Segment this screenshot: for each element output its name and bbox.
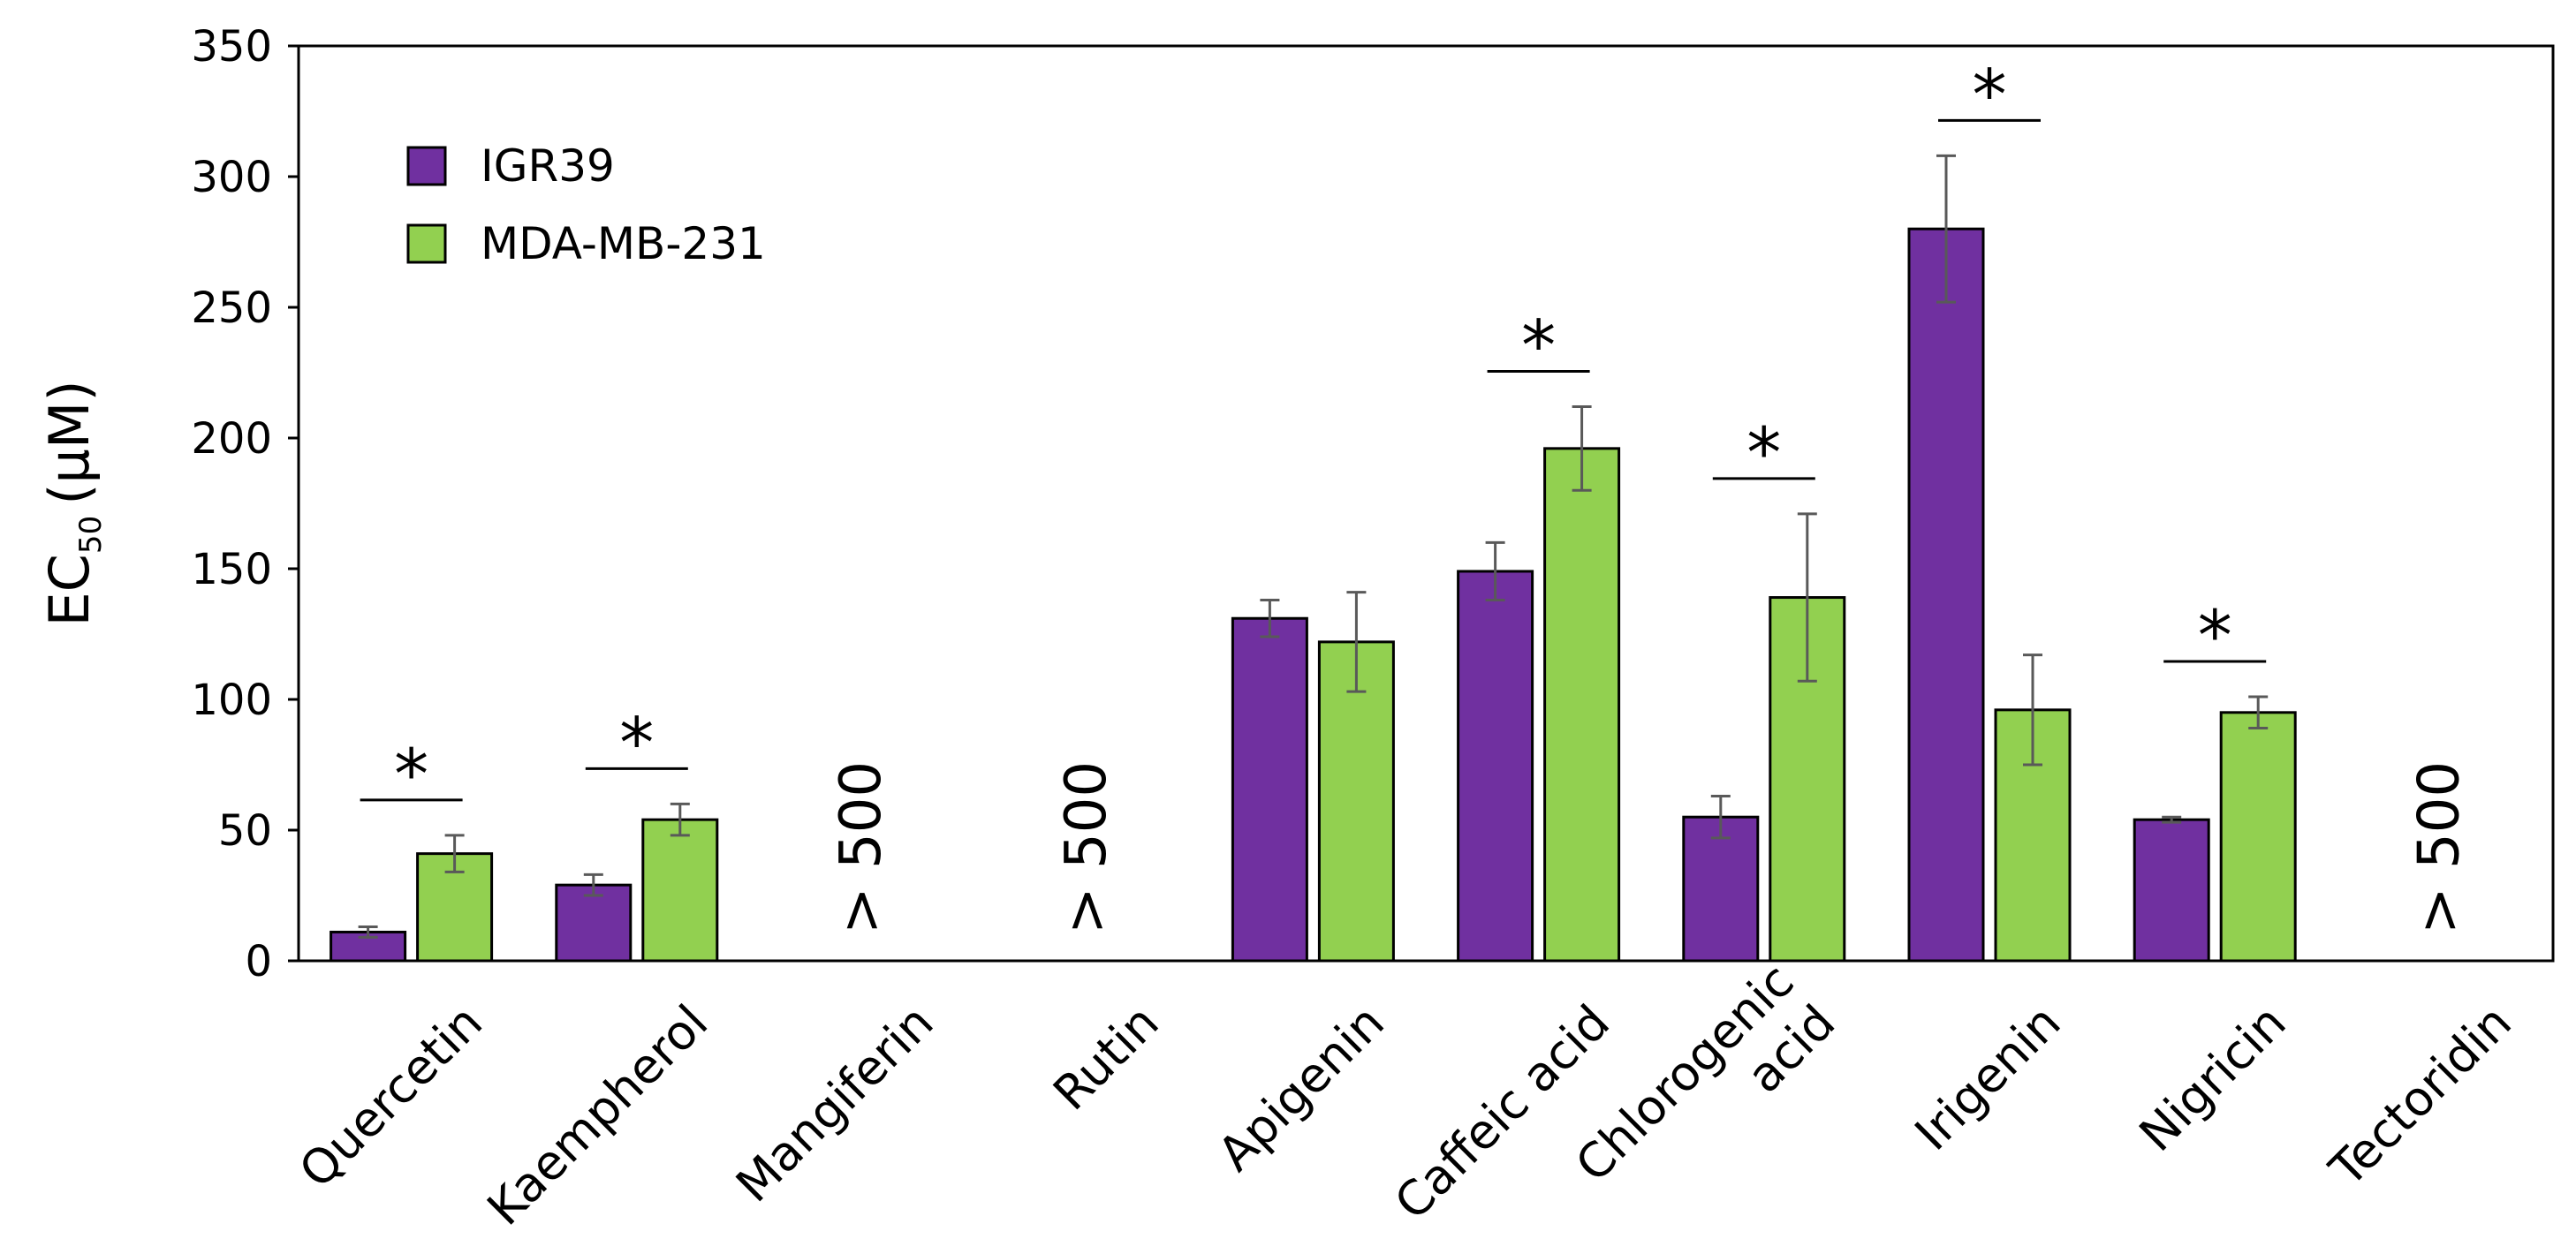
bar <box>2133 818 2210 963</box>
significance-star: * <box>1746 414 1781 494</box>
x-tick-label: Kaempherol <box>477 994 719 1236</box>
x-tick-label-line: Tectoridin <box>2319 994 2522 1197</box>
bar <box>1543 447 1621 963</box>
y-tick-label: 150 <box>191 545 272 594</box>
plot-frame <box>297 44 2555 963</box>
y-axis-label-main: EC <box>37 554 102 626</box>
x-tick-label: Quercetin <box>289 994 493 1198</box>
significance-star: * <box>1973 56 2007 135</box>
bar <box>555 883 633 963</box>
legend: IGR39 MDA-MB-231 <box>406 140 766 269</box>
x-tick-label: Irigenin <box>1905 994 2072 1161</box>
x-tick-label: Caffeic acid <box>1384 994 1620 1230</box>
significance-star: * <box>2198 597 2232 676</box>
y-tick-label: 300 <box>191 153 272 202</box>
y-axis-label-unit: (µM) <box>37 380 102 504</box>
bar <box>1231 616 1308 963</box>
out-of-range-label: > 500 <box>1054 761 1119 934</box>
y-tick-label: 100 <box>191 676 272 725</box>
y-tick-label: 0 <box>245 937 272 986</box>
bar <box>641 818 719 963</box>
legend-label: IGR39 <box>481 140 615 192</box>
significance-star: * <box>1521 306 1556 386</box>
legend-label: MDA-MB-231 <box>481 218 766 269</box>
y-tick-label: 200 <box>191 414 272 464</box>
y-axis-label-subscript: 50 <box>73 516 109 554</box>
significance-star: * <box>619 704 654 783</box>
x-tick-label: Tectoridin <box>2319 994 2522 1197</box>
out-of-range-label: > 500 <box>829 761 894 934</box>
x-tick-label-line: Caffeic acid <box>1384 994 1620 1230</box>
x-tick-label: Rutin <box>1042 994 1169 1121</box>
x-tick-label-line: Irigenin <box>1905 994 2072 1161</box>
out-of-range-label: > 500 <box>2406 761 2472 934</box>
x-tick-label-line: Nigricin <box>2129 994 2297 1162</box>
bar <box>1907 227 1985 963</box>
bar <box>1457 570 1534 963</box>
x-tick-label: Apigenin <box>1208 994 1395 1182</box>
y-tick-label: 350 <box>191 22 272 72</box>
bars <box>330 154 2297 963</box>
x-tick-label-line: Kaempherol <box>477 994 719 1236</box>
significance-star: * <box>394 736 428 815</box>
annotations: * * * * * * > 500 > 500 > 500 <box>360 56 2472 934</box>
y-tick-label: 50 <box>218 806 272 856</box>
x-tick-label: Mangiferin <box>725 994 943 1212</box>
y-tick-label: 250 <box>191 283 272 333</box>
legend-swatch <box>406 146 447 186</box>
x-tick-label: Nigricin <box>2129 994 2297 1162</box>
x-tick-label-line: Quercetin <box>289 994 493 1198</box>
legend-swatch <box>406 223 447 264</box>
x-tick-label-line: Rutin <box>1042 994 1169 1121</box>
y-axis-label: EC50 (µM) <box>37 380 109 626</box>
bar <box>2219 711 2297 963</box>
x-tick-label-line: Mangiferin <box>725 994 943 1212</box>
bar <box>1682 815 1760 963</box>
x-tick-label-line: Apigenin <box>1208 994 1395 1182</box>
